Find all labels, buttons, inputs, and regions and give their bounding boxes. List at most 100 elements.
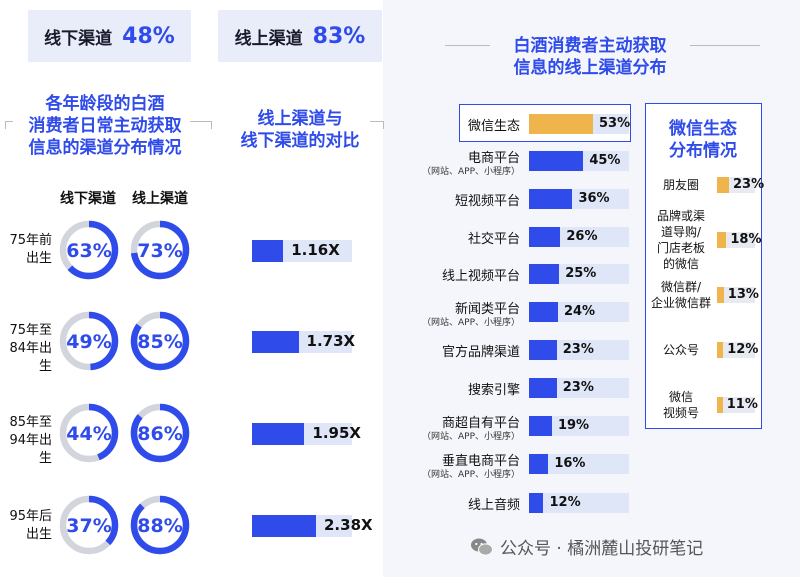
- donut-value-label: 49%: [66, 331, 111, 353]
- wechat-label: 朋友圈: [648, 177, 714, 193]
- donut-value-label: 88%: [137, 515, 182, 537]
- channel-value: 12%: [549, 495, 581, 510]
- wechat-title-line-1: 微信生态: [669, 119, 737, 139]
- comparison-title-line-2: 线下渠道的对比: [240, 131, 360, 151]
- online-summary-pill: 线上渠道 83%: [218, 10, 382, 62]
- separator: [5, 121, 13, 129]
- channel-bar: [529, 378, 557, 398]
- age-group-label: 75年至 84年出生: [0, 322, 52, 376]
- donut-arc: [130, 495, 190, 555]
- offline-summary-pill: 线下渠道 48%: [28, 10, 191, 62]
- wechat-track: [717, 232, 755, 248]
- channel-label: 商超自有平台: [441, 416, 520, 431]
- wechat-label-line: 道导购/: [660, 225, 702, 239]
- channel-sublabel: （网站、APP、小程序）: [421, 318, 520, 328]
- age-group-label: 85年至 94年出生: [0, 414, 52, 468]
- channel-label: 新闻类平台: [454, 302, 520, 317]
- channel-value: 16%: [554, 456, 586, 471]
- channel-value: 45%: [589, 153, 621, 168]
- channel-track: [529, 416, 629, 436]
- age-label-line: 85年至: [9, 415, 52, 430]
- donut-arc: [59, 403, 119, 463]
- wechat-label-line: 视频号: [662, 406, 699, 420]
- channel-label: 线上视频平台: [441, 269, 520, 284]
- comparison-title-line-1: 线上渠道与: [257, 109, 343, 129]
- wechat-bar: [717, 397, 723, 413]
- channel-label: 电商平台: [467, 151, 520, 166]
- channel-label: 官方品牌渠道: [441, 345, 520, 360]
- ratio-label: 1.73X: [306, 332, 356, 350]
- separator: [690, 45, 760, 46]
- donut-arc: [59, 495, 119, 555]
- age-label-line: 84年出生: [9, 341, 52, 374]
- wechat-label-line: 门店老板: [656, 241, 705, 255]
- wechat-track: [717, 342, 755, 358]
- comparison-title: 线上渠道与 线下渠道的对比: [220, 108, 380, 152]
- wechat-bar: [717, 287, 724, 303]
- channel-bar: [529, 264, 560, 284]
- donut-value-label: 73%: [137, 240, 182, 262]
- channel-bar: [529, 454, 549, 474]
- channel-label: 社交平台: [467, 232, 520, 247]
- channel-value: 25%: [565, 266, 597, 281]
- age-label-line: 95年后: [9, 509, 52, 524]
- donut-arc: [59, 311, 119, 371]
- channel-sublabel: （网站、APP、小程序）: [421, 432, 520, 442]
- wechat-bar: [717, 177, 729, 193]
- channel-value: 24%: [563, 304, 596, 319]
- channel-bar: [529, 416, 552, 436]
- ratio-bar: [252, 240, 284, 262]
- watermark-text: 公众号 · 橘洲麓山投研笔记: [500, 539, 704, 559]
- donut-value-label: 63%: [66, 240, 111, 262]
- age-title-line-1: 各年龄段的白酒: [45, 94, 165, 114]
- donut-arc: [130, 220, 190, 280]
- wechat-value: 18%: [730, 232, 762, 247]
- channel-value: 23%: [562, 380, 594, 395]
- channel-label: 垂直电商平台: [441, 454, 520, 469]
- age-title-line-2: 消费者日常主动获取: [28, 116, 182, 136]
- donut-value-label: 85%: [137, 331, 182, 353]
- channel-bar: [529, 114, 593, 134]
- wechat-label-line: 朋友圈: [662, 178, 699, 192]
- wechat-bar: [717, 342, 724, 358]
- age-distribution-title: 各年龄段的白酒 消费者日常主动获取 信息的渠道分布情况: [10, 93, 200, 159]
- separator: [190, 121, 212, 129]
- wechat-label-line: 公众号: [662, 343, 699, 357]
- channel-bar: [529, 227, 561, 247]
- wechat-value: 23%: [733, 177, 765, 192]
- wechat-icon: [471, 538, 493, 556]
- donut-value-label: 44%: [66, 423, 111, 445]
- channel-value: 53%: [599, 116, 631, 131]
- donut-value-label: 37%: [66, 515, 111, 537]
- age-label-line: 75年前: [9, 233, 52, 248]
- age-group-label: 75年前 出生: [0, 232, 52, 268]
- donut-value-label: 86%: [137, 423, 182, 445]
- age-label-line: 出生: [25, 251, 52, 266]
- channel-label: 搜索引擎: [467, 383, 520, 398]
- age-label-line: 出生: [25, 527, 52, 542]
- wechat-label: 公众号: [648, 342, 714, 358]
- ratio-label: 1.16X: [291, 241, 340, 259]
- channel-value: 26%: [566, 229, 598, 244]
- online-title-line-1: 白酒消费者主动获取: [513, 36, 667, 56]
- online-column-head: 线上渠道: [132, 191, 188, 207]
- wechat-track: [717, 287, 755, 303]
- channel-track: [529, 454, 629, 474]
- age-label-line: 94年出生: [9, 433, 52, 466]
- age-title-line-3: 信息的渠道分布情况: [28, 138, 182, 158]
- wechat-label-line: 的微信: [662, 257, 699, 271]
- ratio-bar: [252, 331, 299, 353]
- wechat-label-line: 品牌或渠: [656, 209, 705, 223]
- wechat-value: 11%: [726, 397, 758, 412]
- online-title-line-2: 信息的线上渠道分布: [513, 58, 667, 78]
- wechat-label-line: 微信: [668, 390, 693, 404]
- channel-label: 线上音频: [467, 498, 520, 513]
- channel-bar: [529, 189, 573, 209]
- ratio-bar: [252, 423, 305, 445]
- wechat-value: 13%: [727, 287, 759, 302]
- wechat-label: 微信 视频号: [648, 389, 714, 421]
- channel-label: 微信生态: [467, 119, 520, 134]
- online-summary-value: 83%: [312, 23, 366, 49]
- offline-summary-value: 48%: [122, 23, 175, 49]
- wechat-label-line: 微信群/: [660, 280, 702, 294]
